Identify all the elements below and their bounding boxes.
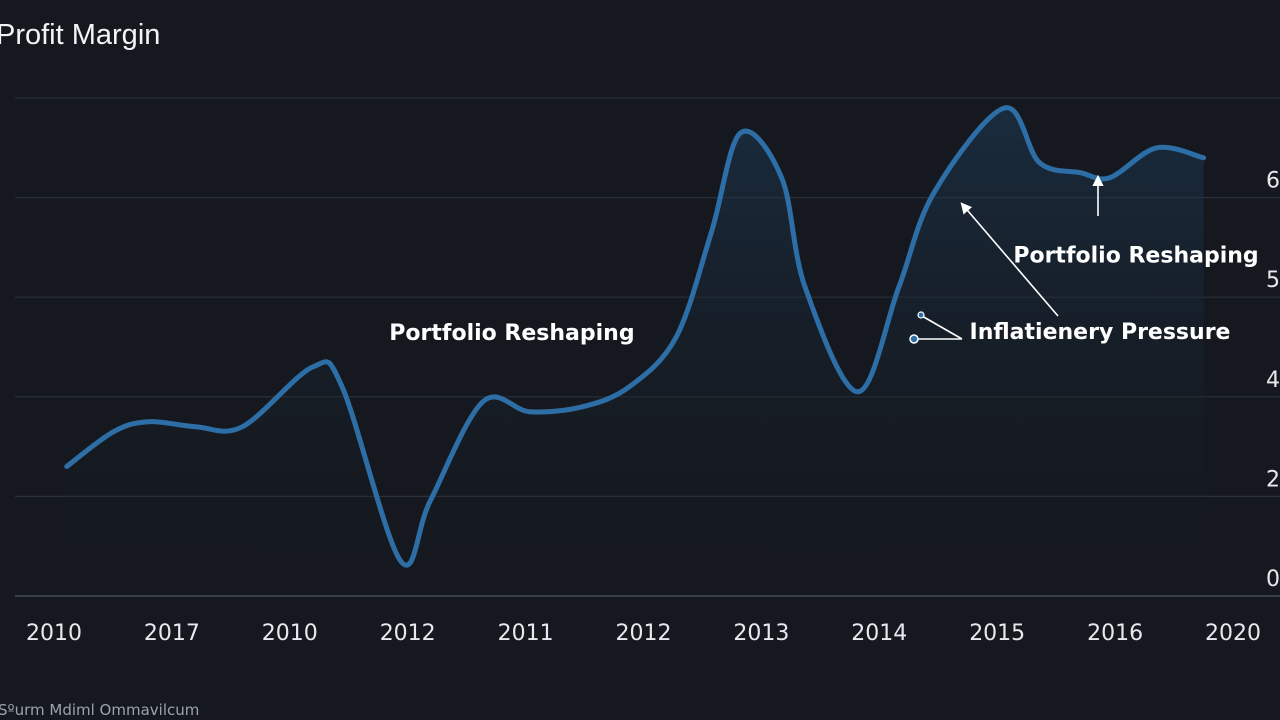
annotation-label: Portfolio Reshaping [389, 321, 634, 346]
y-axis: 0 2 4 5 6 [1266, 169, 1280, 592]
line-layer [64, 105, 1207, 568]
annotation-label: Portfolio Reshaping [1013, 243, 1258, 268]
x-tick-label: 2012 [380, 621, 436, 646]
x-tick-label: 2010 [26, 621, 82, 646]
x-tick-label: 2016 [1087, 621, 1143, 646]
x-tick-label: 2020 [1205, 621, 1261, 646]
x-tick-label: 2013 [733, 621, 789, 646]
x-tick-label: 2015 [969, 621, 1025, 646]
y-tick-label: 4 [1266, 368, 1280, 393]
annotation-arrow [960, 202, 1059, 317]
area-layer [66, 107, 1204, 596]
x-tick-label: 2017 [144, 621, 200, 646]
series-line [64, 105, 1207, 568]
x-tick-label: 2010 [262, 621, 318, 646]
y-tick-label: 2 [1266, 467, 1280, 492]
x-tick-label: 2014 [851, 621, 907, 646]
x-tick-label: 2011 [498, 621, 554, 646]
annotation-marker [917, 311, 925, 319]
annotation-layer: Portfolio Reshaping Inflatienery Pressure… [389, 174, 1259, 346]
annotation-marker [909, 334, 919, 344]
series-area [66, 107, 1204, 596]
annotation-label: Inflatienery Pressure [970, 320, 1231, 345]
x-tick-label: 2012 [616, 621, 672, 646]
source-note: Sºurm Mdiml Ommavilcum [0, 701, 199, 719]
y-tick-label: 6 [1266, 169, 1280, 194]
annotation-leader [921, 315, 963, 340]
x-axis: 2010 2017 2010 2012 2011 2012 2013 2014 2015 2016… [26, 621, 1261, 646]
chart-title: Profit Margin [0, 19, 160, 51]
y-tick-label: 0 [1266, 567, 1280, 592]
y-tick-label: 5 [1266, 268, 1280, 293]
